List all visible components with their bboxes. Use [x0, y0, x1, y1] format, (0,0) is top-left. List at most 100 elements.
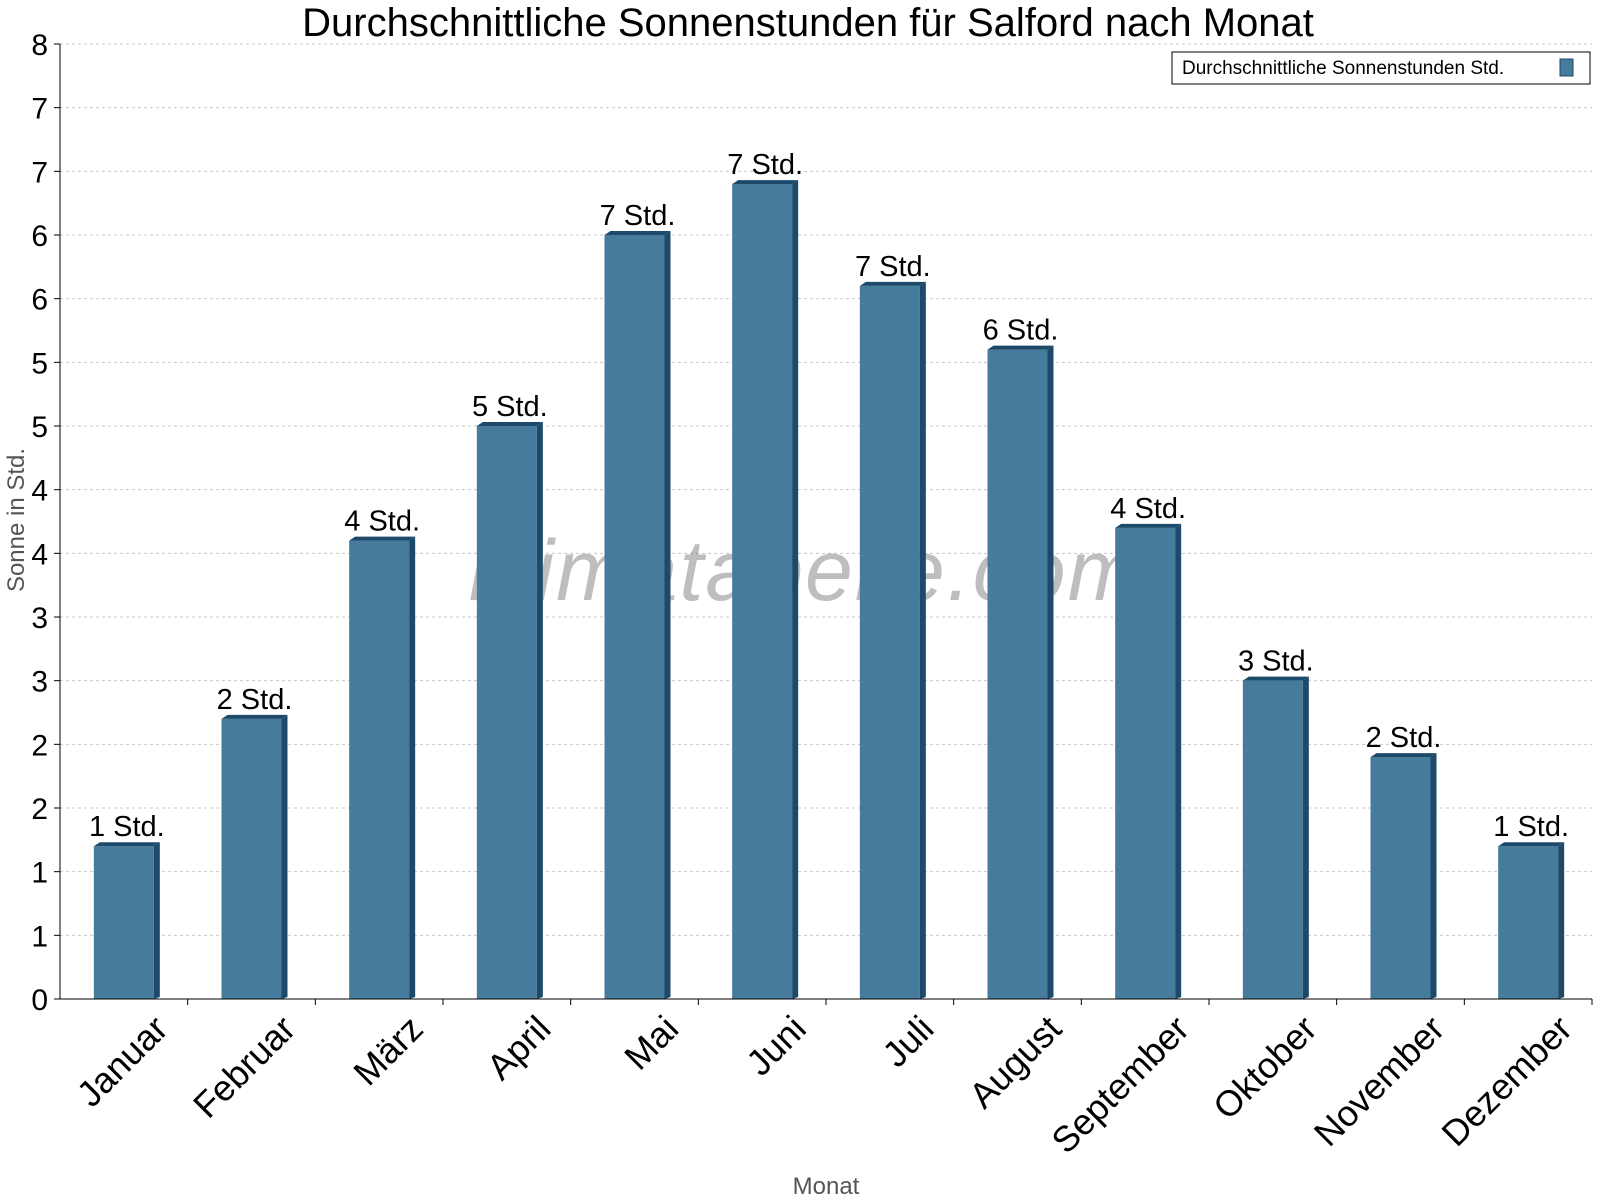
- bar-data-label: 1 Std.: [89, 811, 165, 843]
- bar-top: [221, 714, 288, 719]
- x-tick-label: Juli: [874, 1008, 941, 1075]
- x-axis-ticks: Januar Februar März April Mai Juni Juli AugustS…: [69, 999, 1593, 1162]
- y-tick-label: 2: [31, 729, 48, 762]
- x-tick-label: Juni: [738, 1008, 814, 1084]
- bar-data-label: 2 Std.: [217, 684, 293, 716]
- bar-data-label: 7 Std.: [855, 251, 931, 283]
- bar-side: [1558, 842, 1565, 999]
- bar-top: [732, 180, 799, 185]
- y-tick-label: 4: [31, 475, 48, 508]
- bar-11: [1370, 753, 1437, 999]
- grid-lines: [60, 43, 1592, 936]
- y-tick-label: 1: [31, 857, 48, 890]
- bar-top: [1370, 753, 1437, 758]
- bar-front: [1498, 846, 1559, 999]
- bar-3: [349, 536, 416, 999]
- y-tick-label: 7: [31, 93, 48, 126]
- bar-front: [476, 426, 537, 999]
- bar-top: [859, 281, 926, 286]
- bar-top: [93, 842, 160, 847]
- bar-10: [1242, 676, 1309, 999]
- x-tick-label: November: [1306, 1008, 1452, 1154]
- bar-side: [1302, 676, 1309, 999]
- bar-side: [792, 180, 799, 1000]
- bar-top: [349, 536, 416, 541]
- y-tick-label: 4: [31, 538, 48, 571]
- bar-data-label: 7 Std.: [600, 200, 676, 232]
- legend: Durchschnittliche Sonnenstunden Std.: [1171, 51, 1591, 85]
- y-tick-label: 5: [31, 411, 48, 444]
- x-tick-label: Oktober: [1205, 1008, 1325, 1128]
- bar-side: [1175, 523, 1182, 999]
- bar-side: [281, 714, 288, 999]
- y-tick-label: 5: [31, 347, 48, 380]
- bar-top: [476, 422, 543, 426]
- bar-1: [93, 842, 160, 999]
- bar-6: [732, 180, 799, 1000]
- y-axis-label: Sonne in Std.: [3, 448, 30, 592]
- bar-top: [604, 231, 671, 235]
- bar-front: [93, 846, 154, 999]
- y-tick-label: 3: [31, 602, 48, 635]
- y-tick-label: 6: [31, 284, 48, 317]
- y-axis-ticks: 0 1 1 2 2 3 3 4 4 5 5 6 6 7 7 8: [31, 29, 60, 1017]
- bar-front: [859, 285, 920, 999]
- bar-12: [1498, 842, 1565, 999]
- y-tick-label: 8: [31, 29, 48, 62]
- bar-8: [987, 345, 1054, 1000]
- bar-side: [409, 536, 416, 999]
- bar-data-label: 5 Std.: [472, 391, 548, 423]
- legend-label: Durchschnittliche Sonnenstunden Std.: [1182, 58, 1504, 79]
- bar-data-label: 2 Std.: [1366, 722, 1442, 754]
- bar-side: [664, 231, 671, 999]
- x-axis-label: Monat: [793, 1173, 860, 1200]
- bar-top: [1498, 842, 1565, 847]
- bar-data-label: 7 Std.: [727, 149, 803, 181]
- bars: [93, 180, 1565, 1000]
- y-tick-label: 2: [31, 793, 48, 826]
- y-tick-label: 6: [31, 220, 48, 253]
- bar-side: [536, 422, 543, 999]
- bar-top: [1242, 676, 1309, 681]
- y-tick-label: 7: [31, 156, 48, 189]
- bar-side: [1047, 345, 1054, 1000]
- bar-9: [1115, 523, 1182, 999]
- bar-front: [221, 718, 282, 999]
- bar-front: [604, 235, 665, 999]
- bar-side: [1430, 753, 1437, 999]
- bar-front: [349, 540, 410, 999]
- bar-top: [987, 345, 1054, 350]
- bar-2: [221, 714, 288, 999]
- bar-front: [1370, 757, 1431, 999]
- y-tick-label: 1: [31, 920, 48, 953]
- y-tick-label: 3: [31, 666, 48, 699]
- x-tick-label: August: [961, 1008, 1069, 1116]
- bar-front: [1115, 527, 1176, 999]
- bar-7: [859, 281, 926, 999]
- bar-data-labels: 1 Std. 2 Std. 4 Std. 5 Std. 7 Std. 7 Std. 7 St…: [89, 149, 1569, 843]
- x-tick-label: Februar: [185, 1008, 303, 1126]
- bar-front: [1242, 680, 1303, 999]
- bar-side: [919, 281, 926, 999]
- bar-4: [476, 422, 543, 999]
- chart-title: Durchschnittliche Sonnenstunden für Salf…: [302, 1, 1314, 45]
- bar-side: [153, 842, 160, 999]
- x-tick-label: Dezember: [1433, 1008, 1579, 1154]
- x-tick-label: September: [1043, 1008, 1197, 1162]
- x-tick-label: März: [345, 1008, 431, 1094]
- bar-data-label: 6 Std.: [983, 315, 1059, 347]
- bar-data-label: 1 Std.: [1493, 811, 1569, 843]
- x-tick-label: Mai: [616, 1008, 686, 1078]
- x-tick-label: Januar: [69, 1008, 176, 1115]
- bar-front: [987, 349, 1048, 1000]
- legend-swatch: [1559, 58, 1574, 77]
- bar-5: [604, 231, 671, 999]
- bar-data-label: 4 Std.: [344, 506, 420, 538]
- bar-data-label: 3 Std.: [1238, 646, 1314, 678]
- y-tick-label: 0: [31, 984, 48, 1017]
- x-tick-label: April: [479, 1008, 559, 1088]
- bar-top: [1115, 523, 1182, 528]
- bar-front: [732, 184, 793, 1000]
- bar-data-label: 4 Std.: [1110, 493, 1186, 525]
